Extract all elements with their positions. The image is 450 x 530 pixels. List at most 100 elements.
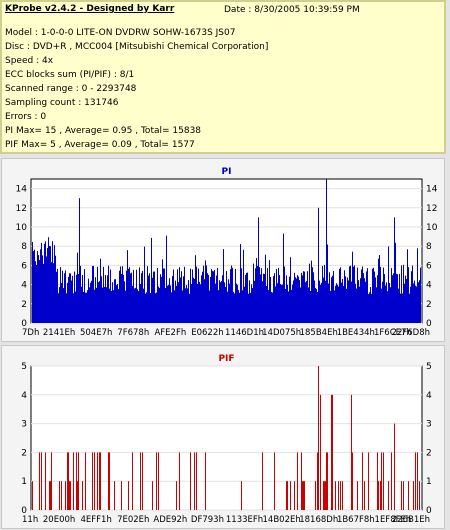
chart-bar <box>357 481 358 510</box>
chart-bar <box>209 290 210 323</box>
x-tick-label: 2141Eh <box>43 328 75 338</box>
chart-bar <box>158 286 159 323</box>
chart-bar <box>351 394 352 510</box>
chart-bar <box>366 271 367 323</box>
chart-bar <box>118 289 119 323</box>
chart-bar <box>328 283 329 323</box>
chart-bar <box>294 272 295 323</box>
chart-bar <box>289 276 290 323</box>
chart-bar <box>161 276 162 323</box>
chart-bar <box>98 282 99 323</box>
chart-bar <box>67 282 68 323</box>
chart-bar <box>180 277 181 323</box>
chart-bar <box>338 481 339 510</box>
chart-bar <box>224 282 225 323</box>
chart-bar <box>295 277 296 323</box>
chart-bar <box>176 285 177 323</box>
chart-bar <box>189 293 190 323</box>
chart-bar <box>140 452 141 510</box>
chart-bar <box>413 283 414 323</box>
chart-bar <box>116 285 117 323</box>
chart-bar <box>335 285 336 323</box>
chart-bar <box>96 287 97 323</box>
chart-bar <box>70 481 71 510</box>
chart-bar <box>319 280 320 323</box>
chart-bar <box>244 286 245 323</box>
chart-bar <box>113 290 114 323</box>
chart-bar <box>398 288 399 323</box>
chart-bar <box>261 268 262 323</box>
chart-bar <box>327 244 328 323</box>
chart-bar <box>379 255 380 323</box>
chart-bar <box>284 266 285 323</box>
chart-bar <box>53 263 54 323</box>
chart-bar <box>279 275 280 323</box>
chart-bar <box>353 266 354 323</box>
chart-bar <box>418 282 419 323</box>
chart-bar <box>38 255 39 323</box>
chart-bar <box>63 288 64 323</box>
chart-bar <box>165 288 166 323</box>
chart-bar <box>375 277 376 323</box>
chart-bar <box>315 287 316 323</box>
chart-bar <box>181 271 182 323</box>
chart-bar <box>312 267 313 323</box>
chart-bar <box>108 452 109 510</box>
chart-bar <box>121 273 122 323</box>
chart-bar <box>341 282 342 323</box>
chart-bar <box>265 254 266 323</box>
chart-bar <box>85 292 86 323</box>
chart-bar <box>392 275 393 323</box>
chart-bar <box>263 273 264 323</box>
chart-bar <box>419 481 420 510</box>
chart-bar <box>383 452 384 510</box>
chart-bar <box>361 269 362 323</box>
chart-bar <box>191 283 192 323</box>
chart-bar <box>320 284 321 323</box>
chart-bar <box>49 245 50 323</box>
chart-bar <box>237 284 238 323</box>
data-bars <box>32 179 421 323</box>
chart-bar <box>137 289 138 323</box>
chart-bar <box>155 293 156 323</box>
chart-bar <box>184 266 185 323</box>
error-count: Errors : 0 <box>5 112 47 122</box>
chart-bar <box>166 235 167 323</box>
chart-bar <box>257 265 258 323</box>
chart-bar <box>117 283 118 323</box>
chart-bar <box>269 260 270 323</box>
chart-bar <box>54 245 55 323</box>
chart-bar <box>142 452 143 510</box>
chart-bar <box>253 263 254 323</box>
chart-bar <box>201 275 202 323</box>
chart-bar <box>351 281 352 323</box>
y-tick-label-right: 10 <box>426 223 438 233</box>
chart-bar <box>406 278 407 323</box>
y-tick-label-left: 4 <box>21 281 27 291</box>
chart-bar <box>268 290 269 323</box>
chart-bar <box>65 270 66 323</box>
chart-bar <box>320 394 321 510</box>
chart-bar <box>343 285 344 323</box>
chart-bar <box>190 452 191 510</box>
chart-bar <box>97 266 98 323</box>
chart-bar <box>316 289 317 323</box>
x-tick-label: 1BE434h <box>337 328 375 338</box>
chart-bar <box>160 274 161 323</box>
chart-bar <box>64 273 65 323</box>
chart-bar <box>364 481 365 510</box>
chart-bar <box>396 273 397 323</box>
chart-bar <box>49 481 50 510</box>
chart-bar <box>162 259 163 323</box>
chart-bar <box>372 268 373 323</box>
chart-bar <box>416 286 417 323</box>
x-tick-label: 1F6CE7h <box>374 328 412 338</box>
chart-bar <box>69 481 70 510</box>
y-tick-label-right: 5 <box>426 362 432 372</box>
chart-bar <box>149 273 150 323</box>
x-tick-label: 1B67F8h <box>337 515 375 525</box>
chart-bar <box>412 265 413 323</box>
chart-bar <box>154 271 155 323</box>
x-tick-label: DF793h <box>191 515 224 525</box>
chart-bar <box>85 452 86 510</box>
